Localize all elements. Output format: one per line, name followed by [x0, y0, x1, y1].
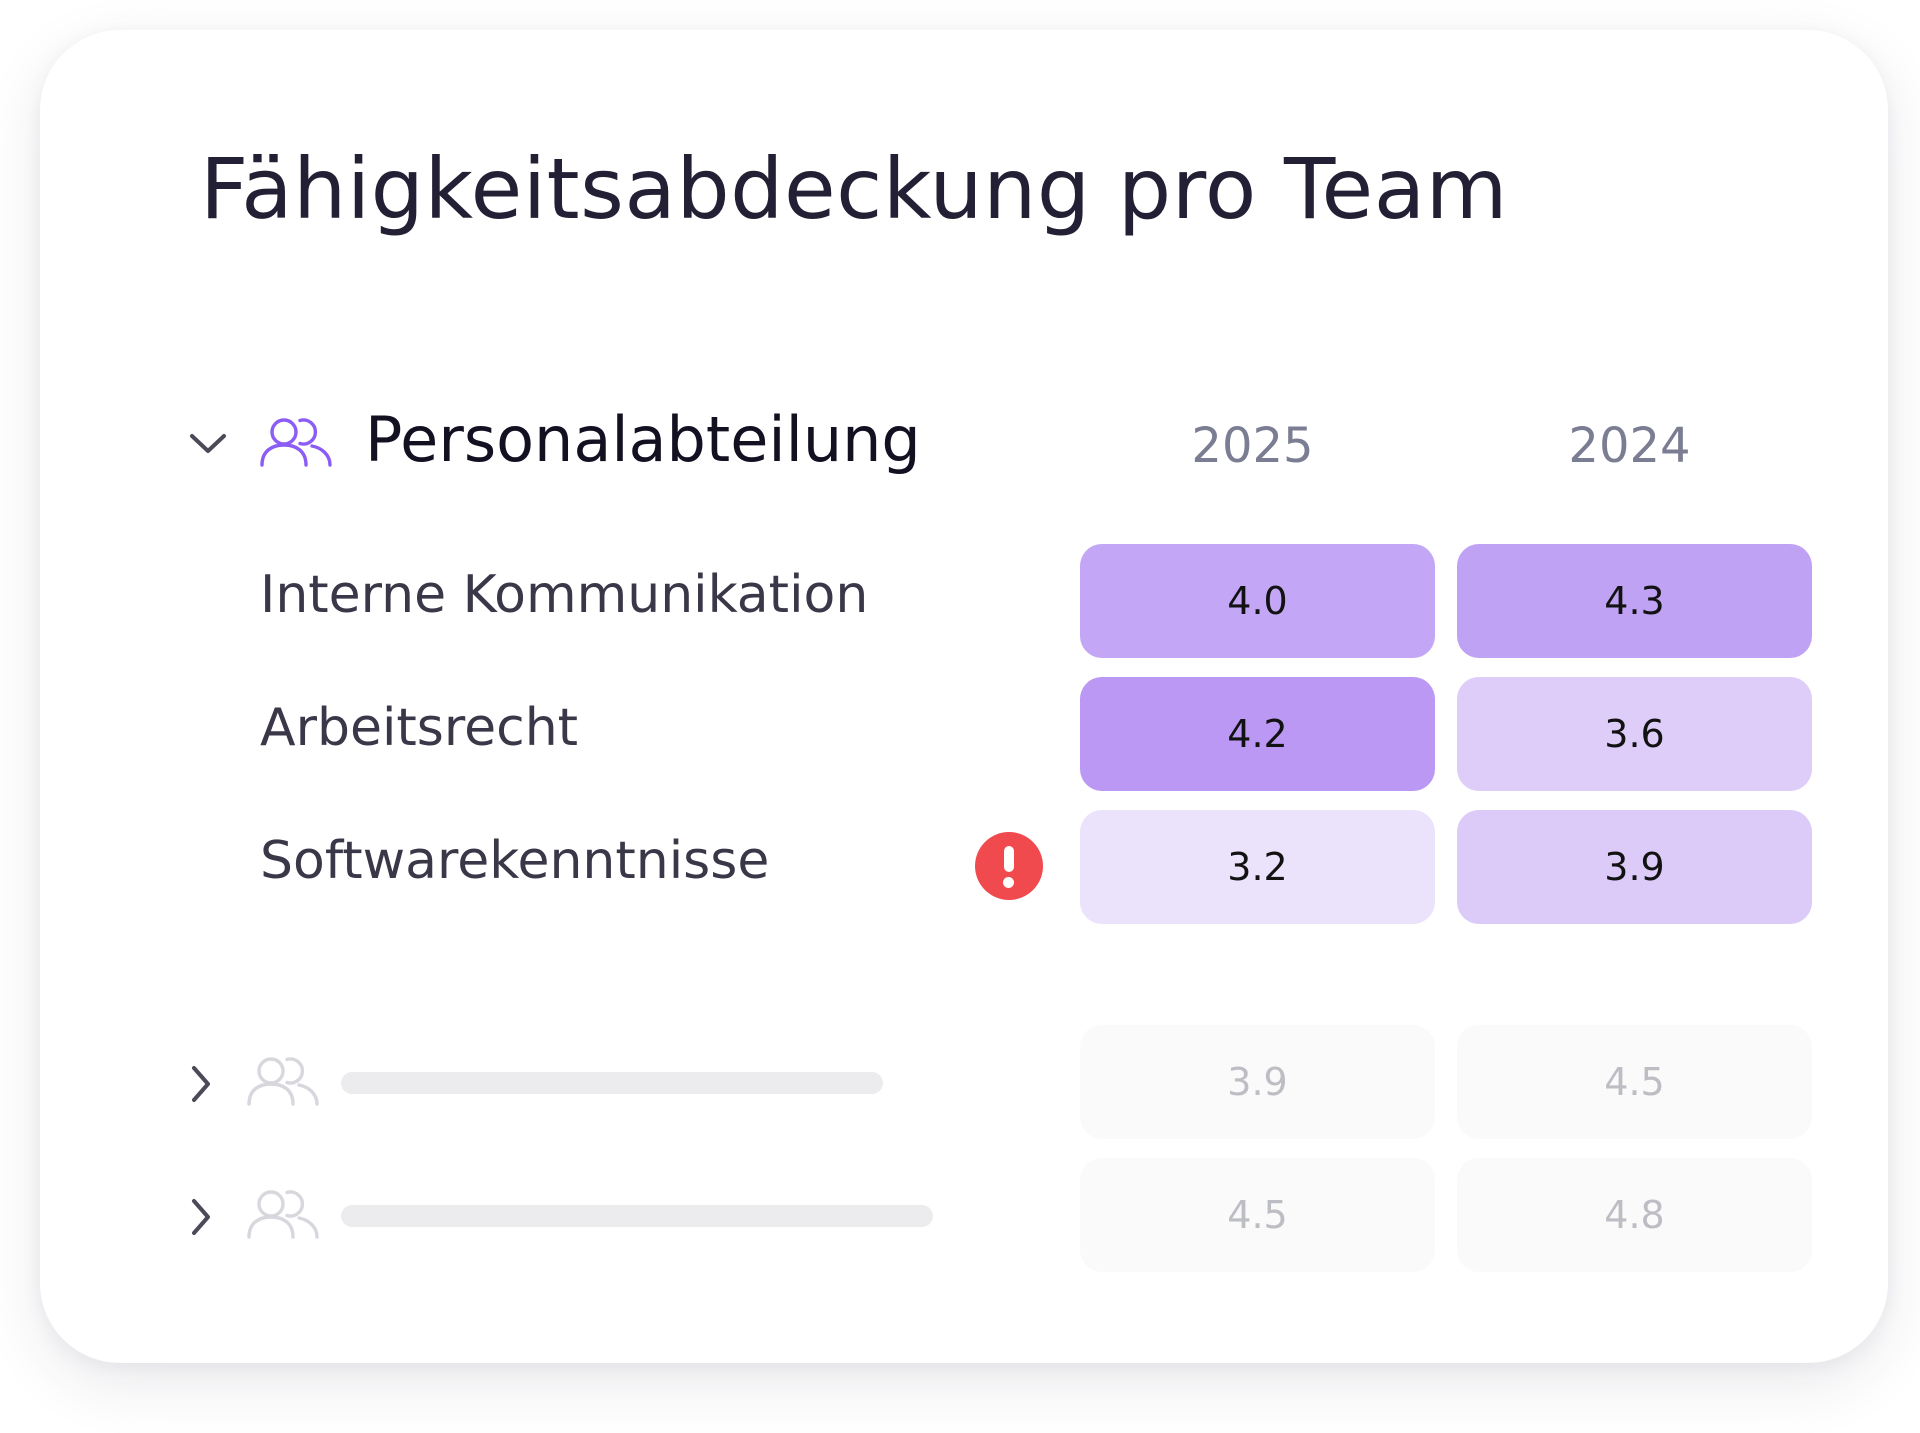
team-score-cell: 4.8 — [1457, 1158, 1812, 1272]
users-icon — [247, 1190, 319, 1239]
skill-label-interne-kommunikation: Interne Kommunikation — [260, 565, 869, 625]
skill-score-cell: 3.9 — [1457, 810, 1812, 924]
exclamation-alert-icon — [975, 832, 1043, 900]
team-name-personalabteilung[interactable]: Personalabteilung — [365, 403, 921, 476]
skill-score-cell: 4.0 — [1080, 544, 1435, 658]
page-title: Fähigkeitsabdeckung pro Team — [200, 140, 1509, 238]
users-icon — [260, 418, 332, 467]
team-name-placeholder — [341, 1072, 883, 1094]
team-name-placeholder — [341, 1205, 933, 1227]
skill-score-cell: 4.2 — [1080, 677, 1435, 791]
team-score-cell: 4.5 — [1457, 1025, 1812, 1139]
skill-label-softwarekenntnisse: Softwarekenntnisse — [260, 831, 770, 891]
skill-score-cell: 3.6 — [1457, 677, 1812, 791]
users-icon — [247, 1057, 319, 1106]
chevron-right-icon[interactable] — [188, 1196, 214, 1238]
skill-score-cell: 4.3 — [1457, 544, 1812, 658]
column-header-2025: 2025 — [1191, 418, 1314, 474]
team-score-cell: 3.9 — [1080, 1025, 1435, 1139]
column-header-2024: 2024 — [1568, 418, 1691, 474]
team-score-cell: 4.5 — [1080, 1158, 1435, 1272]
chevron-down-icon[interactable] — [188, 428, 228, 458]
skill-coverage-card: Fähigkeitsabdeckung pro Team Personalabt… — [40, 30, 1888, 1363]
chevron-right-icon[interactable] — [188, 1063, 214, 1105]
skill-label-arbeitsrecht: Arbeitsrecht — [260, 698, 579, 758]
skill-score-cell: 3.2 — [1080, 810, 1435, 924]
